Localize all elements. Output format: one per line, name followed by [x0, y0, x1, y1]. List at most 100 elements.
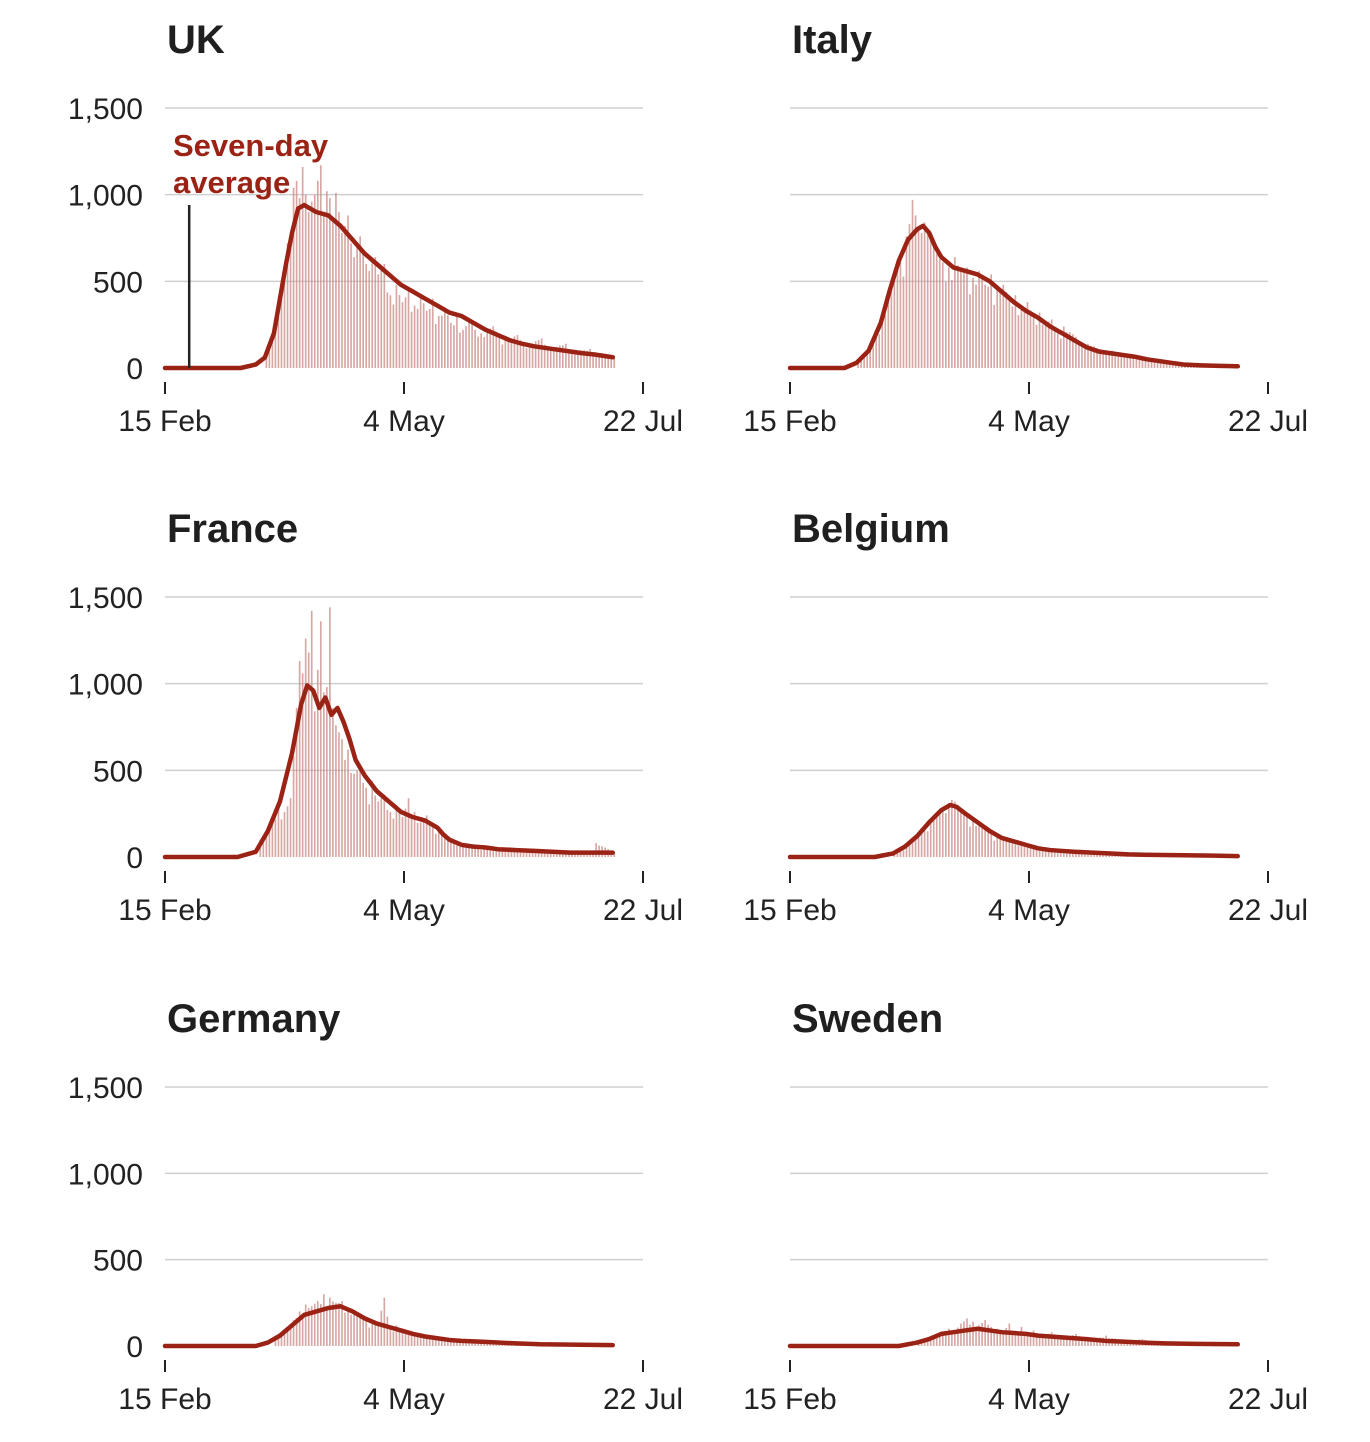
daily-bar [313, 1303, 316, 1346]
daily-bar [1053, 327, 1056, 368]
daily-bar [274, 1339, 277, 1346]
daily-bar [434, 324, 437, 368]
daily-bar [380, 269, 383, 368]
daily-bar [483, 337, 486, 368]
daily-bar [929, 236, 932, 368]
daily-bar [392, 304, 395, 368]
daily-bar [422, 303, 425, 368]
daily-bar [283, 1332, 286, 1346]
daily-bar [365, 1320, 368, 1346]
daily-bar [525, 852, 528, 857]
daily-bar [1096, 347, 1098, 368]
daily-bar [313, 711, 316, 857]
daily-bar [941, 262, 944, 368]
daily-bar [444, 1339, 446, 1346]
daily-bar [990, 1327, 993, 1346]
daily-bar [1168, 362, 1171, 368]
daily-bar [519, 340, 522, 368]
daily-bar [546, 349, 549, 368]
daily-bar [522, 345, 525, 368]
daily-bar [1026, 302, 1029, 368]
daily-bar [1047, 321, 1050, 368]
daily-bar [954, 801, 956, 857]
chart-title: UK [167, 18, 225, 62]
y-tick-label: 500 [93, 266, 143, 299]
daily-bar [610, 356, 613, 368]
y-tick-label: 1,000 [68, 180, 143, 213]
daily-bar [407, 288, 410, 368]
daily-bar [428, 1337, 431, 1346]
daily-bar [1141, 356, 1144, 368]
daily-bar [319, 165, 322, 368]
daily-bar [434, 1339, 437, 1346]
daily-bar [1165, 361, 1168, 368]
gridlines [165, 1086, 643, 1261]
daily-bar [301, 1318, 304, 1346]
daily-bar [1087, 1339, 1089, 1346]
daily-bars [265, 165, 616, 368]
daily-bar [289, 1324, 292, 1346]
daily-bar [583, 350, 585, 368]
daily-bar [1105, 854, 1107, 857]
daily-bar [863, 356, 865, 368]
daily-bar [344, 1312, 346, 1346]
daily-bar [1050, 319, 1053, 368]
chart-title: France [167, 507, 298, 551]
daily-bar [440, 315, 443, 368]
daily-bar [905, 236, 908, 368]
daily-bar [1090, 1339, 1092, 1346]
daily-bar [947, 1328, 950, 1346]
daily-bar [1008, 298, 1011, 368]
daily-bar [944, 281, 947, 368]
daily-bar [283, 270, 286, 368]
daily-bar [513, 336, 516, 368]
daily-bar [289, 232, 292, 368]
daily-bar [1126, 357, 1129, 368]
chart-sweden: Sweden 15 Feb 4 May 22 Jul [743, 997, 1308, 1416]
daily-bar [1065, 332, 1068, 368]
daily-bar [1026, 844, 1029, 857]
seven-day-average-line [787, 1326, 1240, 1349]
daily-bar [1093, 1338, 1095, 1346]
y-tick-label: 0 [126, 1331, 143, 1364]
daily-bar [307, 652, 310, 857]
daily-bar [483, 849, 486, 857]
chart-belgium: Belgium 15 Feb 4 May 22 Jul [743, 507, 1308, 927]
daily-bar [926, 229, 929, 368]
daily-bar [969, 826, 971, 857]
daily-bar [1014, 1333, 1017, 1346]
daily-bar [1047, 1333, 1050, 1346]
daily-bar [465, 1341, 467, 1346]
daily-bar [271, 336, 274, 368]
daily-bar [395, 805, 398, 857]
daily-bar [1050, 1332, 1053, 1346]
daily-bar [1011, 1330, 1014, 1346]
daily-bar [984, 284, 986, 368]
daily-bar [489, 328, 492, 368]
daily-bar [1032, 847, 1035, 857]
daily-bar [335, 1302, 337, 1346]
daily-bar [329, 607, 331, 857]
y-tick-label: 1,000 [68, 669, 143, 702]
daily-bar [422, 819, 425, 857]
gridlines [165, 596, 643, 772]
daily-bar [322, 212, 325, 368]
daily-bar [1056, 329, 1059, 368]
daily-bar [507, 850, 510, 857]
daily-bar [431, 298, 434, 368]
daily-bar [951, 799, 953, 857]
daily-bar [993, 304, 996, 368]
daily-bar [395, 1325, 398, 1346]
daily-bar [289, 798, 292, 857]
daily-bar [929, 818, 932, 857]
y-tick-label: 1,500 [68, 1072, 143, 1105]
daily-bar [1023, 844, 1026, 857]
daily-bar [1020, 1327, 1023, 1346]
daily-bar [425, 310, 428, 368]
chart-italy: Italy 15 Feb 4 May 22 Jul [743, 18, 1308, 438]
daily-bar [419, 295, 422, 368]
seven-day-average-line [162, 683, 615, 860]
daily-bar [926, 831, 929, 857]
daily-bar [1117, 352, 1120, 368]
daily-bar [1075, 851, 1077, 857]
